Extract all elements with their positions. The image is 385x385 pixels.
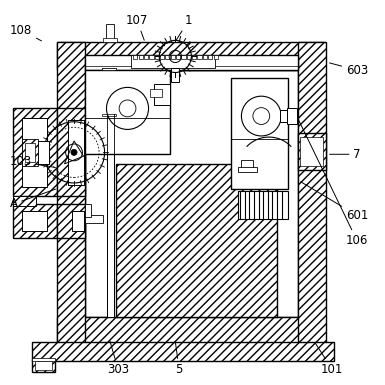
Bar [116,164,276,317]
Bar [22,118,47,187]
Bar [85,70,298,317]
Bar [109,68,116,116]
Bar [32,359,55,372]
Bar [176,55,180,59]
Text: 107: 107 [126,14,148,40]
Bar [166,55,169,59]
Bar [171,68,179,82]
Bar [139,55,143,59]
Bar [287,109,297,124]
Bar [103,38,117,42]
Bar [72,211,84,231]
Bar [192,55,196,59]
Text: A: A [10,189,55,211]
Bar [133,55,137,59]
Bar [57,317,325,345]
Bar [198,55,202,59]
Bar [298,42,326,345]
Text: 5: 5 [176,343,183,376]
Text: 603: 603 [330,63,368,77]
Bar [32,358,55,362]
Text: 303: 303 [107,341,129,376]
Bar [85,70,169,154]
Bar [131,55,216,68]
Bar [149,55,154,59]
Bar [13,196,36,206]
Bar [280,110,291,122]
Text: 601: 601 [301,182,368,222]
Text: 106: 106 [298,119,368,247]
Bar [85,55,298,70]
Bar [154,84,169,105]
Bar [238,166,257,172]
Bar [13,204,57,238]
Bar [155,55,159,59]
Bar [38,141,49,164]
Text: 101: 101 [316,343,343,376]
Bar [181,55,186,59]
Bar [187,55,191,59]
Bar [214,55,218,59]
Bar [22,139,38,166]
Bar [25,143,35,162]
Bar [171,55,175,59]
Bar [238,191,288,219]
Bar [107,114,114,317]
Bar [106,24,114,42]
Bar [241,160,253,169]
Bar [57,204,85,238]
Bar [151,89,162,97]
Bar [300,137,323,166]
Text: 7: 7 [330,148,361,161]
Bar [102,68,109,116]
Text: 108: 108 [10,23,42,41]
Bar [203,55,207,59]
Bar [85,204,91,218]
Bar [57,42,325,70]
Bar [57,42,85,345]
Bar [208,55,213,59]
Bar [35,361,52,370]
Bar [32,341,334,361]
Bar [85,216,103,223]
Bar [22,211,47,231]
Text: 103: 103 [10,156,55,168]
Bar [102,68,116,70]
Text: 1: 1 [176,14,192,40]
Bar [144,55,148,59]
Bar [160,55,164,59]
Circle shape [71,149,77,156]
Bar [68,120,84,185]
Bar [13,109,57,196]
Bar [298,133,326,169]
Bar [57,109,85,196]
Bar [231,78,288,189]
Bar [102,114,116,116]
